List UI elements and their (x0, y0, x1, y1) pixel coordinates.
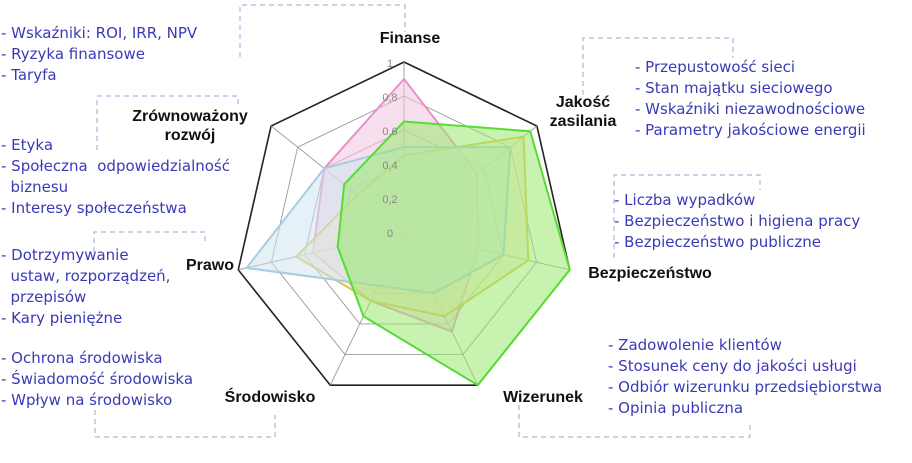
note-line: - Zadowolenie klientów (608, 336, 782, 354)
axis-label-line: zasilania (549, 113, 617, 130)
radar-series-4 (336, 120, 571, 387)
axis-label-line: Bezpieczeństwo (588, 265, 712, 282)
note-jakosc-zasilania: - Przepustowość sieci - Stan majątku siec… (635, 57, 866, 141)
note-line: - Ryzyka finansowe (1, 45, 145, 63)
axis-label-srodowisko: Środowisko (210, 388, 330, 407)
note-line: - Odbiór wizerunku przedsiębiorstwa (608, 378, 883, 396)
axis-label-line: Wizerunek (503, 389, 583, 406)
note-line: biznesu (1, 178, 69, 196)
note-line: - Opinia publiczna (608, 399, 744, 417)
note-line: - Wpływ na środowisko (1, 391, 173, 409)
connector-wizerunek (518, 405, 751, 438)
note-line: - Przepustowość sieci (635, 58, 796, 76)
note-bezpieczenstwo: - Liczba wypadków - Bezpieczeństwo i higi… (614, 190, 860, 253)
note-line: - Taryfa (1, 66, 57, 84)
note-line: - Kary pieniężne (1, 309, 123, 327)
axis-label-line: Jakość (555, 94, 611, 111)
radial-tick-label: 0 (387, 228, 393, 240)
note-prawo: - Dotrzymywanie ustaw, rozporządzeń, prz… (1, 245, 170, 329)
radar-series (245, 78, 571, 387)
radial-tick-label: 0,6 (382, 126, 397, 138)
axis-label-bezpieczenstwo: Bezpieczeństwo (575, 264, 725, 283)
axis-label-line: Prawo (185, 257, 234, 274)
axis-label-line: Finanse (379, 30, 441, 47)
axis-label-prawo: Prawo (175, 256, 245, 275)
note-line: - Bezpieczeństwo publiczne (614, 233, 821, 251)
axis-label-line: Środowisko (224, 389, 316, 406)
connector-bezpieczenstwo (613, 174, 761, 258)
axis-label-wizerunek: Wizerunek (488, 388, 598, 407)
axis-label-zrownowazony-rozwoj: Zrównoważony rozwój (110, 107, 270, 145)
note-zrownowazony-rozwoj: - Etyka - Społeczna odpowiedzialność bizn… (1, 135, 230, 219)
note-srodowisko: - Ochrona środowiska - Świadomość środowi… (1, 348, 193, 411)
connector-prawo (93, 231, 206, 252)
note-line: - Liczba wypadków (614, 191, 756, 209)
note-line: przepisów (1, 288, 87, 306)
note-line: - Etyka (1, 136, 54, 154)
axis-label-jakosc-zasilania: Jakość zasilania (528, 93, 638, 131)
axis-label-line: Zrównoważony (132, 108, 248, 125)
note-line: - Wskaźniki niezawodnościowe (635, 100, 866, 118)
radial-tick-label: 0,8 (382, 92, 397, 104)
radial-tick-label: 1 (387, 58, 393, 70)
note-finanse: - Wskaźniki: ROI, IRR, NPV - Ryzyka finan… (1, 23, 197, 86)
note-line: - Dotrzymywanie (1, 246, 129, 264)
note-line: - Ochrona środowiska (1, 349, 163, 367)
note-line: - Stan majątku sieciowego (635, 79, 833, 97)
note-line: - Bezpieczeństwo i higiena pracy (614, 212, 861, 230)
note-line: - Wskaźniki: ROI, IRR, NPV (1, 24, 198, 42)
note-line: - Społeczna odpowiedzialność (1, 157, 230, 175)
connector-zrownowazony (96, 95, 239, 150)
annotation-connectors (93, 4, 761, 438)
note-line: - Interesy społeczeństwa (1, 199, 187, 217)
note-line: - Parametry jakościowe energii (635, 121, 866, 139)
connector-jakosc (582, 37, 734, 95)
radial-tick-labels: 0 0,2 0,4 0,6 0,8 1 (382, 58, 397, 240)
radial-tick-label: 0,2 (382, 194, 397, 206)
connector-srodowisko (94, 410, 276, 438)
note-line: ustaw, rozporządzeń, (1, 267, 171, 285)
note-wizerunek: - Zadowolenie klientów - Stosunek ceny do… (608, 335, 882, 419)
axis-label-finanse: Finanse (350, 29, 470, 48)
note-line: - Świadomość środowiska (1, 370, 194, 388)
radial-tick-label: 0,4 (382, 160, 397, 172)
note-line: - Stosunek ceny do jakości usługi (608, 357, 857, 375)
axis-label-line: rozwój (164, 127, 216, 144)
